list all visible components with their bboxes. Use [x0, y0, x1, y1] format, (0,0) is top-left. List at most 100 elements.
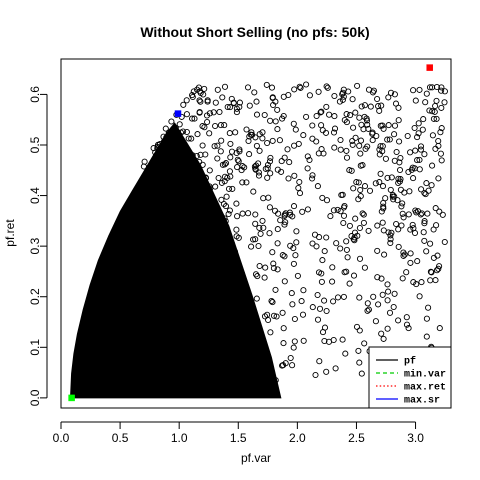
- pf-point: [270, 260, 277, 267]
- pf-point: [343, 246, 350, 253]
- pf-point: [156, 186, 164, 193]
- pf-point: [196, 97, 203, 104]
- pf-point: [282, 219, 289, 226]
- pf-point: [293, 239, 300, 246]
- pf-point: [143, 274, 150, 281]
- pf-point: [252, 220, 259, 227]
- pf-point: [147, 315, 154, 322]
- pf-point: [197, 98, 204, 105]
- pf-point: [312, 371, 319, 379]
- pf-point: [199, 329, 206, 336]
- pf-point: [429, 162, 436, 169]
- y-tick-label: 0.0: [28, 389, 42, 406]
- pf-point: [162, 370, 170, 377]
- pf-point: [333, 240, 340, 247]
- pf-point: [290, 120, 297, 127]
- pf-point: [393, 220, 400, 228]
- pf-point: [205, 236, 212, 243]
- pf-point: [364, 300, 371, 307]
- pf-point: [154, 283, 161, 290]
- pf-point: [309, 304, 316, 311]
- pf-point: [140, 163, 147, 170]
- pf-point: [295, 184, 302, 192]
- pf-point: [416, 86, 423, 93]
- pf-point: [237, 330, 244, 337]
- y-tick-label: 0.2: [28, 288, 42, 305]
- pf-point: [306, 156, 313, 164]
- pf-point: [386, 136, 393, 143]
- pf-point: [154, 373, 161, 380]
- pf-point: [189, 92, 196, 99]
- pf-point: [153, 309, 160, 316]
- pf-point: [237, 276, 244, 283]
- pf-point: [170, 287, 177, 294]
- pf-point: [146, 358, 153, 366]
- pf-point: [392, 100, 400, 107]
- pf-point: [188, 297, 195, 304]
- pf-point: [340, 212, 348, 219]
- pf-point: [165, 305, 172, 312]
- pf-point: [153, 317, 160, 324]
- pf-point: [189, 152, 196, 159]
- pf-point: [287, 354, 294, 362]
- pf-point: [296, 83, 303, 90]
- pf-point: [150, 145, 157, 152]
- pf-point: [295, 140, 302, 147]
- pf-point: [430, 254, 437, 261]
- pf-point: [350, 272, 358, 279]
- pf-point: [415, 120, 422, 127]
- pf-point: [330, 207, 337, 214]
- pf-point: [417, 146, 424, 153]
- pf-point: [199, 142, 206, 149]
- pf-point: [395, 317, 402, 324]
- pf-point: [140, 281, 147, 289]
- pf-point: [282, 210, 289, 217]
- pf-point: [343, 147, 350, 154]
- pf-point: [141, 246, 148, 253]
- pf-point: [349, 141, 356, 148]
- pf-point: [361, 340, 368, 347]
- pf-point: [189, 287, 196, 294]
- pf-point: [253, 162, 260, 169]
- pf-point: [323, 368, 330, 375]
- pf-point: [262, 264, 269, 271]
- pf-point: [300, 132, 307, 139]
- pf-point: [250, 188, 257, 195]
- pf-point: [272, 118, 279, 125]
- pf-point: [158, 341, 165, 348]
- pf-point: [230, 281, 237, 288]
- pf-point: [384, 297, 391, 304]
- pf-point: [206, 216, 213, 223]
- pf-point: [290, 203, 298, 210]
- pf-point: [167, 204, 174, 211]
- pf-point: [379, 183, 387, 190]
- pf-point: [144, 290, 151, 297]
- pf-point: [248, 243, 255, 250]
- pf-point: [380, 335, 387, 342]
- pf-point: [361, 264, 368, 271]
- pf-point: [231, 252, 238, 259]
- pf-point: [326, 111, 333, 118]
- pf-point: [376, 179, 383, 186]
- pf-point: [222, 203, 230, 210]
- pf-point: [350, 124, 357, 131]
- pf-point: [216, 210, 223, 218]
- pf-point: [315, 269, 323, 276]
- pf-point: [155, 304, 162, 311]
- pf-point: [290, 344, 297, 351]
- pf-point: [244, 84, 252, 91]
- pf-point: [193, 361, 201, 368]
- pf-point: [202, 193, 209, 200]
- pf-point: [284, 146, 291, 153]
- pf-point: [269, 94, 276, 101]
- pf-point: [407, 226, 414, 233]
- pf-point: [172, 196, 179, 203]
- pf-point: [411, 124, 418, 132]
- y-axis: 0.0 0.1 0.2 0.3 0.4 0.5 0.6: [28, 86, 48, 406]
- pf-point: [256, 131, 263, 138]
- pf-point: [253, 98, 260, 105]
- pf-point: [235, 158, 242, 165]
- pf-point: [162, 181, 169, 188]
- pf-point: [191, 240, 198, 247]
- pf-point: [331, 92, 338, 100]
